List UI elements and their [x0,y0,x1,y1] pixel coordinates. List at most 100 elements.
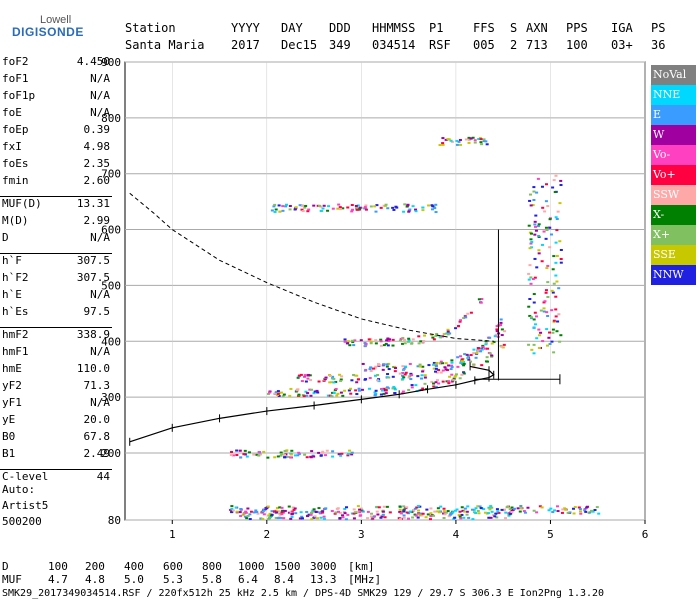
echo-point [443,513,447,516]
echo-point [421,365,425,368]
echo-point [421,341,425,344]
echo-point [350,339,354,342]
echo-point [552,351,556,354]
echo-point [286,455,290,458]
echo-point [482,140,486,143]
x-tick-label: 2 [264,528,271,541]
echo-point [568,511,572,514]
echo-point [307,373,311,376]
echo-point [535,266,539,269]
echo-point [467,136,471,139]
echo-point [469,360,473,363]
echo-point [376,373,380,376]
echo-point [454,373,458,376]
echo-point [308,374,312,377]
echo-point [332,392,336,395]
echo-point [358,208,362,211]
echo-point [508,508,512,511]
echo-point [317,507,321,510]
echo-point [346,454,350,457]
echo-point [352,373,356,376]
echo-point [450,140,454,143]
echo-point [373,393,377,396]
echo-point [449,139,453,142]
echo-point [448,375,452,378]
echo-point [370,512,374,515]
echo-point [528,264,532,267]
echo-point [375,505,379,508]
echo-point [345,506,349,509]
echo-point [410,374,414,377]
echo-point [553,509,557,512]
echo-point [318,511,322,514]
echo-point [238,449,242,452]
echo-point [460,373,464,376]
echo-point [401,368,405,371]
echo-point [357,387,361,390]
echo-point [238,511,242,514]
echo-point [393,370,397,373]
echo-point [560,511,564,514]
echo-point [441,137,445,140]
echo-point [235,449,239,452]
echo-point [274,208,278,211]
echo-point [305,510,309,513]
echo-point [500,508,504,511]
echo-point [276,392,280,395]
echo-point [379,516,383,519]
echo-point [407,388,411,391]
echo-point [433,207,437,210]
echo-point [336,207,340,210]
echo-point [542,310,546,313]
echo-point [353,339,357,342]
echo-point [533,223,537,226]
echo-point [278,210,282,213]
echo-point [405,511,409,514]
param-name: foEp [2,123,29,136]
echo-point [230,505,234,508]
m-value: 4.7 [48,573,68,586]
echo-point [555,217,559,220]
echo-point [523,511,527,514]
echo-point [418,505,422,508]
echo-point [536,225,540,228]
echo-point [373,374,377,377]
echo-point [252,453,256,456]
echo-point [421,209,425,212]
echo-point [510,509,514,512]
echo-point [407,210,411,213]
echo-point [279,454,283,457]
d-label: D [2,560,9,573]
echo-point [386,373,390,376]
param-name: foF1 [2,72,29,85]
echo-point [281,209,285,212]
echo-point [313,515,317,518]
echo-point [277,204,281,207]
echo-point [423,334,427,337]
echo-point [280,506,284,509]
param-fof1: foF1 N/A [2,71,110,87]
echo-point [416,509,420,512]
echo-point [335,394,339,397]
echo-point [516,507,520,510]
echo-point [288,394,292,397]
echo-point [385,386,389,389]
echo-point [274,516,278,519]
echo-point [441,380,445,383]
echo-point [317,380,321,383]
echo-point [544,200,548,203]
echo-point [385,339,389,342]
echo-point [420,514,424,517]
echo-point [310,518,314,521]
legend-item-noval: NoVal [651,65,696,85]
echo-point [382,363,386,366]
echo-point [478,505,482,508]
echo-point [474,356,478,359]
echo-point [457,324,461,327]
echo-point [532,509,536,512]
echo-point [262,513,266,516]
echo-point [552,282,556,285]
echo-point [479,138,483,141]
echo-point [469,137,473,140]
echo-point [382,344,386,347]
